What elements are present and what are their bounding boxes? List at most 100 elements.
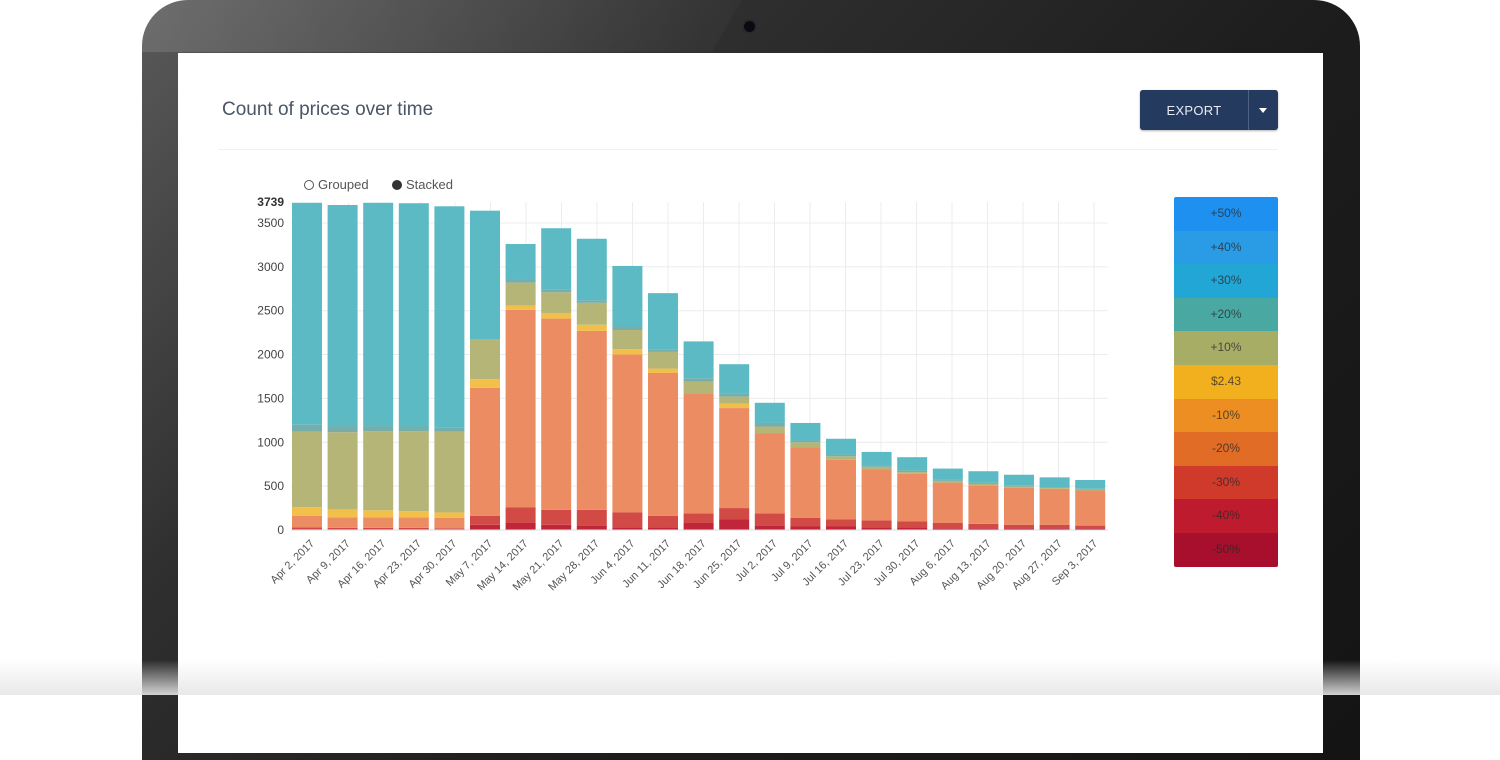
bar-segment[interactable]	[1075, 489, 1106, 491]
bar-segment[interactable]	[1075, 490, 1106, 526]
bar-segment[interactable]	[826, 519, 856, 527]
bar-segment[interactable]	[505, 309, 536, 508]
bar-segment[interactable]	[434, 528, 465, 530]
bar-segment[interactable]	[719, 403, 750, 409]
bar-segment[interactable]	[541, 318, 572, 510]
legend-item[interactable]: -50%	[1174, 532, 1278, 567]
bar-segment[interactable]	[576, 300, 607, 303]
bar-segment[interactable]	[327, 426, 358, 433]
bar-segment[interactable]	[648, 368, 678, 373]
legend-item[interactable]: $2.43	[1174, 364, 1278, 399]
bar-segment[interactable]	[648, 349, 678, 352]
bar-segment[interactable]	[505, 282, 536, 306]
bar-segment[interactable]	[292, 507, 322, 516]
legend-item[interactable]: +10%	[1174, 331, 1278, 365]
bar-segment[interactable]	[434, 512, 465, 518]
bar-segment[interactable]	[754, 433, 785, 514]
bar-segment[interactable]	[470, 524, 500, 530]
bar-segment[interactable]	[541, 524, 572, 530]
bar-segment[interactable]	[683, 513, 714, 523]
bar-segment[interactable]	[719, 408, 750, 509]
bar-segment[interactable]	[754, 525, 785, 530]
legend-item[interactable]: -30%	[1174, 465, 1278, 500]
bar-segment[interactable]	[754, 426, 785, 434]
bar-segment[interactable]	[861, 466, 892, 470]
bar-segment[interactable]	[932, 468, 963, 480]
bar-segment[interactable]	[932, 479, 963, 481]
bar-segment[interactable]	[612, 349, 643, 355]
bar-segment[interactable]	[327, 432, 358, 510]
bar-segment[interactable]	[1039, 488, 1070, 525]
bar-segment[interactable]	[1039, 487, 1070, 489]
legend-item[interactable]: +40%	[1174, 230, 1278, 265]
bar-segment[interactable]	[648, 293, 678, 350]
bar-segment[interactable]	[612, 326, 643, 330]
bar-segment[interactable]	[897, 472, 928, 474]
bar-segment[interactable]	[363, 517, 394, 528]
bar-segment[interactable]	[576, 238, 607, 301]
bar-segment[interactable]	[398, 517, 429, 528]
grouped-toggle[interactable]: Grouped	[304, 177, 369, 192]
bar-segment[interactable]	[683, 522, 714, 530]
bar-segment[interactable]	[612, 265, 643, 327]
bar-segment[interactable]	[505, 522, 536, 530]
bar-segment[interactable]	[434, 431, 465, 513]
bar-segment[interactable]	[968, 482, 999, 484]
bar-segment[interactable]	[576, 330, 607, 510]
bar-segment[interactable]	[968, 483, 999, 486]
bar-segment[interactable]	[363, 426, 394, 432]
legend-item[interactable]: -20%	[1174, 432, 1278, 466]
bar-segment[interactable]	[1004, 487, 1034, 525]
stacked-radio-icon[interactable]	[392, 179, 402, 190]
bar-segment[interactable]	[790, 526, 821, 530]
bar-segment[interactable]	[1004, 474, 1034, 486]
bar-segment[interactable]	[470, 387, 500, 516]
bar-segment[interactable]	[541, 289, 572, 293]
bar-segment[interactable]	[398, 426, 429, 432]
bar-segment[interactable]	[576, 302, 607, 325]
bar-segment[interactable]	[754, 402, 785, 423]
bar-segment[interactable]	[826, 454, 856, 457]
bar-segment[interactable]	[470, 379, 500, 388]
bar-segment[interactable]	[932, 482, 963, 523]
bar-segment[interactable]	[1039, 528, 1070, 530]
bar-segment[interactable]	[719, 396, 750, 404]
bar-segment[interactable]	[861, 527, 892, 530]
bar-segment[interactable]	[932, 528, 963, 530]
bar-segment[interactable]	[968, 485, 999, 524]
bar-segment[interactable]	[790, 442, 821, 448]
bar-segment[interactable]	[327, 527, 358, 530]
bar-segment[interactable]	[327, 204, 358, 427]
bar-segment[interactable]	[1075, 488, 1106, 490]
bar-segment[interactable]	[1039, 524, 1070, 529]
bar-segment[interactable]	[1004, 486, 1034, 488]
bar-segment[interactable]	[576, 525, 607, 530]
bar-segment[interactable]	[968, 471, 999, 483]
bar-segment[interactable]	[434, 206, 465, 428]
bar-segment[interactable]	[897, 521, 928, 528]
bar-segment[interactable]	[292, 527, 322, 530]
bar-segment[interactable]	[932, 522, 963, 529]
bar-segment[interactable]	[292, 431, 322, 508]
export-dropdown-button[interactable]	[1248, 90, 1277, 130]
bar-segment[interactable]	[754, 422, 785, 427]
bar-segment[interactable]	[541, 509, 572, 525]
bar-segment[interactable]	[541, 292, 572, 314]
bar-segment[interactable]	[1004, 524, 1034, 529]
legend-item[interactable]: -10%	[1174, 398, 1278, 433]
bar-segment[interactable]	[327, 509, 358, 518]
bar-segment[interactable]	[683, 378, 714, 382]
bar-segment[interactable]	[505, 305, 536, 310]
bar-segment[interactable]	[612, 329, 643, 350]
bar-segment[interactable]	[363, 510, 394, 518]
bar-segment[interactable]	[363, 527, 394, 530]
bar-segment[interactable]	[968, 528, 999, 530]
bar-segment[interactable]	[505, 507, 536, 523]
bar-segment[interactable]	[968, 523, 999, 529]
bar-segment[interactable]	[434, 427, 465, 432]
bar-segment[interactable]	[363, 431, 394, 511]
bar-segment[interactable]	[897, 527, 928, 530]
bar-segment[interactable]	[576, 324, 607, 331]
bar-segment[interactable]	[470, 210, 500, 340]
bar-segment[interactable]	[861, 520, 892, 528]
